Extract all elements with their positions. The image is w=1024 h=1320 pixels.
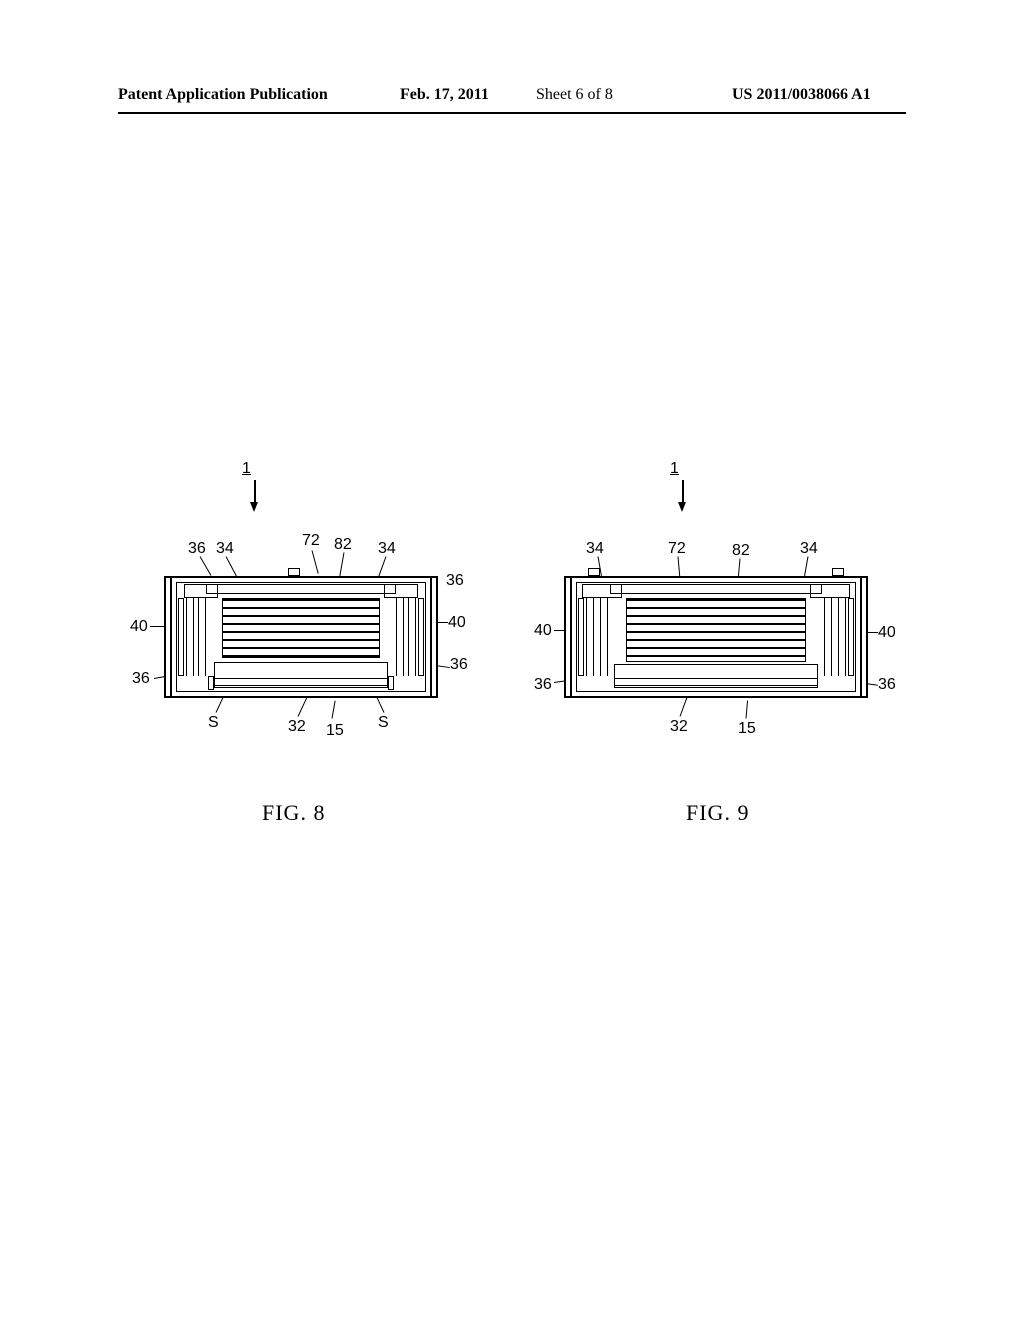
ref-34-top-right: 34 <box>378 540 396 558</box>
ref-40-right: 40 <box>448 614 466 632</box>
leader-line <box>298 696 308 716</box>
coil-core <box>626 598 806 662</box>
top-rail-82 <box>206 584 396 594</box>
figure-9: 1 34 72 82 34 40 40 36 36 32 15 <box>540 460 920 820</box>
sub-base-15 <box>214 678 388 688</box>
case-wall <box>860 578 862 696</box>
top-tab-left <box>588 568 600 576</box>
device-cross-section <box>564 568 868 698</box>
ref-15: 15 <box>738 720 756 738</box>
strut-40-left-a <box>186 598 194 676</box>
case-wall <box>430 578 432 696</box>
case-wall <box>170 578 172 696</box>
ref-82: 82 <box>334 536 352 554</box>
leader-line <box>332 701 336 719</box>
header-date: Feb. 17, 2011 <box>400 86 489 104</box>
bracket-34-right <box>384 584 418 598</box>
leader-line <box>680 698 688 717</box>
ref-40-left: 40 <box>534 622 552 640</box>
leader-line <box>746 701 749 719</box>
ref-72: 72 <box>668 540 686 558</box>
device-cross-section <box>164 568 438 698</box>
ref-40-right: 40 <box>878 624 896 642</box>
top-rail-82 <box>610 584 822 594</box>
ref-72: 72 <box>302 532 320 550</box>
bracket-34-left <box>184 584 218 598</box>
ref-S-left: S <box>208 714 219 732</box>
ref-36-left: 36 <box>534 676 552 694</box>
header-publication: Patent Application Publication <box>118 86 328 104</box>
leader-line <box>376 696 385 713</box>
sub-base-15 <box>614 678 818 688</box>
strut-40-left-b <box>600 598 608 676</box>
strut-40-right-a <box>824 598 832 676</box>
top-tab-right <box>832 568 844 576</box>
ref-S-right: S <box>378 714 389 732</box>
header-rule <box>118 112 906 114</box>
arrowhead-icon <box>678 502 686 512</box>
ref-32: 32 <box>288 718 306 736</box>
frame-36-left <box>578 598 584 676</box>
ref-82: 82 <box>732 542 750 560</box>
gap-S-right <box>388 676 394 690</box>
strut-40-right-b <box>408 598 416 676</box>
ref-36-left-bottom: 36 <box>132 670 150 688</box>
caption-fig8: FIG. 8 <box>262 800 325 826</box>
header-sheet: Sheet 6 of 8 <box>536 86 613 104</box>
ref-36-right-top: 36 <box>446 572 464 590</box>
strut-40-right-a <box>396 598 404 676</box>
ref-34-left: 34 <box>586 540 604 558</box>
ref-36-top-left: 36 <box>188 540 206 558</box>
bracket-34-right <box>810 584 850 598</box>
patent-page: Patent Application Publication Feb. 17, … <box>0 0 1024 1320</box>
ref-15: 15 <box>326 722 344 740</box>
ref-40-left: 40 <box>130 618 148 636</box>
top-tab <box>288 568 300 576</box>
ref-assembly-1: 1 <box>242 460 251 478</box>
leader-line <box>216 696 225 713</box>
strut-40-left-b <box>198 598 206 676</box>
caption-fig9: FIG. 9 <box>686 800 749 826</box>
leader-assembly-arrow <box>254 480 256 504</box>
ref-32: 32 <box>670 718 688 736</box>
strut-40-right-b <box>838 598 846 676</box>
frame-36-right <box>848 598 854 676</box>
case-wall <box>570 578 572 696</box>
ref-36-right: 36 <box>878 676 896 694</box>
ref-34-right: 34 <box>800 540 818 558</box>
frame-36-right <box>418 598 424 676</box>
coil-core <box>222 598 380 658</box>
arrowhead-icon <box>250 502 258 512</box>
ref-36-right-bottom: 36 <box>450 656 468 674</box>
gap-S-left <box>208 676 214 690</box>
ref-assembly-1: 1 <box>670 460 679 478</box>
ref-34-top-left: 34 <box>216 540 234 558</box>
strut-40-left-a <box>586 598 594 676</box>
bracket-34-left <box>582 584 622 598</box>
header-docnum: US 2011/0038066 A1 <box>732 86 871 104</box>
figure-8: 1 36 34 72 82 34 36 40 40 36 36 S 32 15 … <box>130 460 500 820</box>
leader-assembly-arrow <box>682 480 684 504</box>
frame-36-left <box>178 598 184 676</box>
